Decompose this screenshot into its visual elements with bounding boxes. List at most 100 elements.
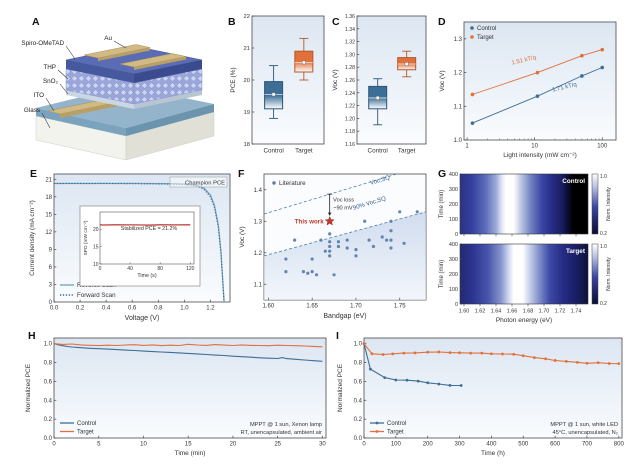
y-tick-label: 3 [49,282,53,288]
panel-a-device-schematic: A Au Spiro-OMeTAD THP SnO₂ ITO Glass [8,12,226,170]
literature-point [389,219,393,223]
y-tick-label: 300 [449,257,458,263]
y-tick-label: 1.20 [345,116,355,122]
y-tick-label: 1.30 [345,52,355,58]
spiro-layer [66,60,134,83]
heatmap-target [459,243,589,305]
x-axis-label: Time (h) [481,450,505,457]
legend-target: Target [387,430,404,436]
x-axis-label: Time (min) [175,450,206,457]
label-glass: Glass [24,107,40,114]
panel-label-a: A [32,16,40,28]
y-tick-label: 0.2 [354,417,363,423]
y-tick-label: 21 [244,46,250,52]
champion-pce-label: Champion PCE [185,181,225,187]
literature-point [314,273,319,277]
inset-x-tick: 40 [127,266,133,272]
panel-f-bandgap-scatter: F 1.60 1.65 1.70 1.75 1.1 1.2 1.3 1.4 Bandgap (e… [236,166,436,332]
data-point-target [426,350,430,354]
literature-point [328,254,332,258]
y-tick-label: 19 [244,110,250,116]
literature-point [323,249,327,253]
x-tick-label: 800 [614,442,625,448]
panel-b-pce-boxplot: B 18 19 20 21 22 PCE (%) Control Target [228,8,332,172]
y-tick-label: 12 [45,230,52,236]
category-label: Target [398,148,416,155]
y-tick-label: 1.32 [345,40,355,46]
x-tick-label: 10 [140,442,147,448]
y-axis-label: Voc (V) [239,226,246,247]
data-point-control [383,376,387,380]
data-point-target [600,47,605,52]
y-tick-label: 6 [49,265,53,271]
this-work-label: This work [295,218,324,225]
data-point-control [600,65,605,70]
literature-point [336,240,341,244]
x-tick-label: 0.4 [102,306,111,312]
literature-point [371,244,376,249]
y-tick-label: 400 [449,242,458,248]
y-tick-label: 200 [449,272,458,278]
label-spiro-ometad: Spiro-OMeTAD [21,40,64,47]
x-tick-label: 10 [531,144,538,150]
condition-line-2: 45°C, unencapsulated, N₂ [552,430,618,436]
legend-swatch [470,26,474,30]
y-tick-label: 0 [49,300,53,306]
thp-layer [133,68,203,105]
x-tick-label: 20 [230,442,237,448]
y-tick-label: 1.36 [345,14,355,20]
x-tick-label: 1.70 [350,304,362,310]
literature-point [284,270,288,274]
data-point-control [459,384,463,387]
panel-d-light-intensity: D 1 10 100 1.0 1.1 1.2 1.3 Light intensity (mW … [436,8,626,172]
data-point-control [416,379,420,383]
y-axis-label: Normalized PCE [25,363,32,412]
legend-forward-scan: Forward Scan [77,292,116,299]
data-point-target [585,361,589,365]
plot-frame [53,337,327,439]
literature-point [328,240,332,244]
series-line-control [472,67,603,124]
literature-point [380,235,384,239]
mean-marker [271,92,276,97]
data-point-target [381,353,385,356]
x-tick-label: 1.75 [394,304,406,310]
y-tick-label: 0.2 [44,417,53,423]
x-tick-label: 100 [597,144,608,150]
plot-frame [356,15,427,145]
literature-point [345,246,349,250]
x-axis-label: Photon energy (eV) [496,317,552,324]
inset-x-tick: 80 [157,266,163,272]
x-tick-label: 1.74 [571,309,582,315]
x-tick-label: 1.0 [180,306,189,312]
x-tick-label: 400 [486,442,497,448]
data-point-control [437,382,441,386]
x-tick-label: 500 [518,442,529,448]
plot-frame [363,337,623,439]
y-tick-label: 0.4 [354,398,363,404]
y-tick-label: 1.26 [345,78,355,84]
data-point-target [448,351,452,355]
panel-label-h: H [28,330,36,342]
y-tick-label: 1.2 [454,71,463,77]
data-point-target [458,351,461,355]
colorbar [591,243,599,305]
x-tick-label: 100 [391,442,402,448]
literature-point [293,238,297,242]
y-tick-label: 200 [449,202,458,208]
x-tick-label: 30 [319,442,326,448]
glass-layer [125,111,215,161]
series-line-control [53,343,323,362]
y-tick-label: 1.3 [454,37,463,43]
panel-c-voc-boxplot: C 1.16 1.18 1.20 1.22 1.24 1.26 1.28 1.30 1.32 1.… [330,8,434,172]
colorbar [591,173,599,235]
x-tick-label: 1.68 [523,309,534,315]
category-label: Control [263,148,283,155]
y-tick-label: 1.22 [345,104,355,110]
literature-point [415,210,419,214]
y-tick-label: 1.0 [354,342,363,348]
y-tick-label: 0 [455,302,458,308]
y-tick-label: 1.28 [345,65,355,71]
x-tick-label: 0.2 [76,306,85,312]
data-point-target [391,352,395,356]
